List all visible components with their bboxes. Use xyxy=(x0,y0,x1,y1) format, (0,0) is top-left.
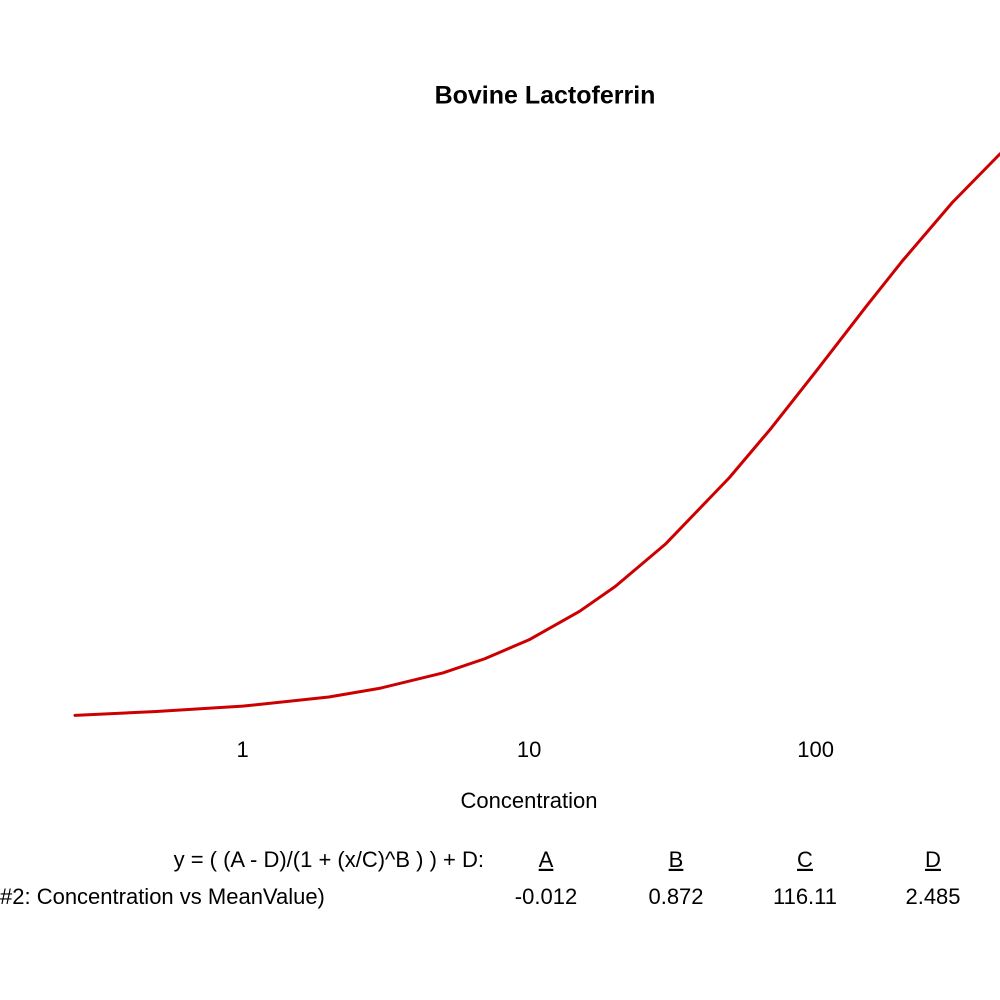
x-axis-label: Concentration xyxy=(461,788,598,813)
parameter-value: 116.11 xyxy=(773,884,837,909)
curve xyxy=(73,152,1000,717)
parameter-header: B xyxy=(669,847,684,872)
x-tick-label: 100 xyxy=(797,737,834,762)
parameter-header: C xyxy=(797,847,813,872)
fit-series-label: #2: Concentration vs MeanValue) xyxy=(0,884,325,909)
parameter-header: A xyxy=(539,847,554,872)
parameter-value: -0.012 xyxy=(515,884,577,909)
fit-equation: y = ( (A - D)/(1 + (x/C)^B ) ) + D: xyxy=(174,847,484,872)
chart-title: Bovine Lactoferrin xyxy=(435,82,656,110)
parameter-value: 2.485 xyxy=(905,884,960,909)
parameter-value: 0.872 xyxy=(648,884,703,909)
parameter-header: D xyxy=(925,847,941,872)
x-tick-label: 10 xyxy=(517,737,541,762)
x-tick-label: 1 xyxy=(236,737,248,762)
